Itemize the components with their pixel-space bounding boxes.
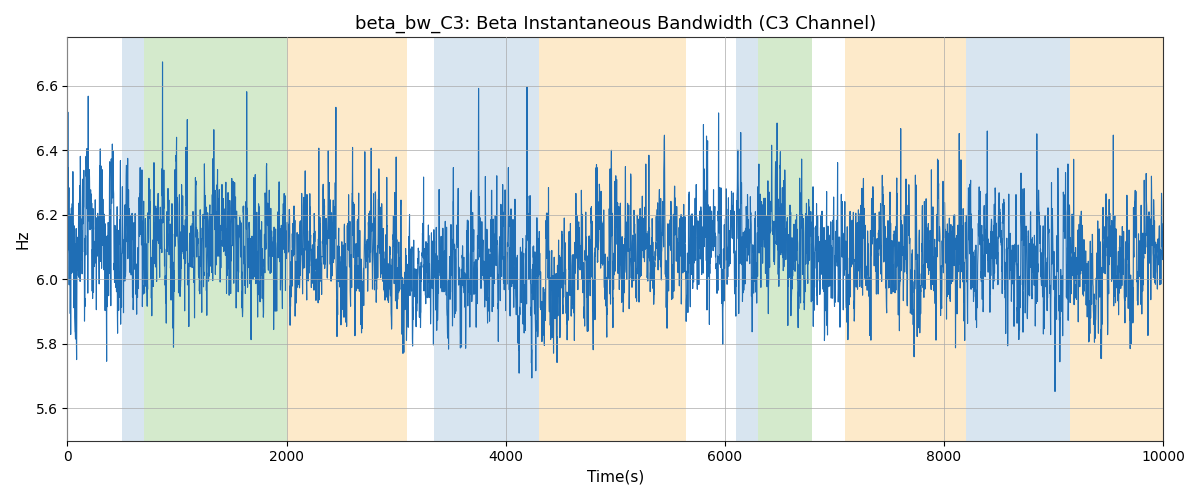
X-axis label: Time(s): Time(s) — [587, 470, 644, 485]
Bar — [287, 38, 407, 440]
Bar — [434, 38, 539, 440]
Bar — [122, 38, 144, 440]
Bar — [539, 38, 686, 440]
Y-axis label: Hz: Hz — [16, 230, 30, 249]
Bar — [736, 38, 757, 440]
Bar — [845, 38, 966, 440]
Bar — [966, 38, 1070, 440]
Bar — [757, 38, 812, 440]
Bar — [144, 38, 287, 440]
Bar — [1070, 38, 1163, 440]
Title: beta_bw_C3: Beta Instantaneous Bandwidth (C3 Channel): beta_bw_C3: Beta Instantaneous Bandwidth… — [355, 15, 876, 34]
